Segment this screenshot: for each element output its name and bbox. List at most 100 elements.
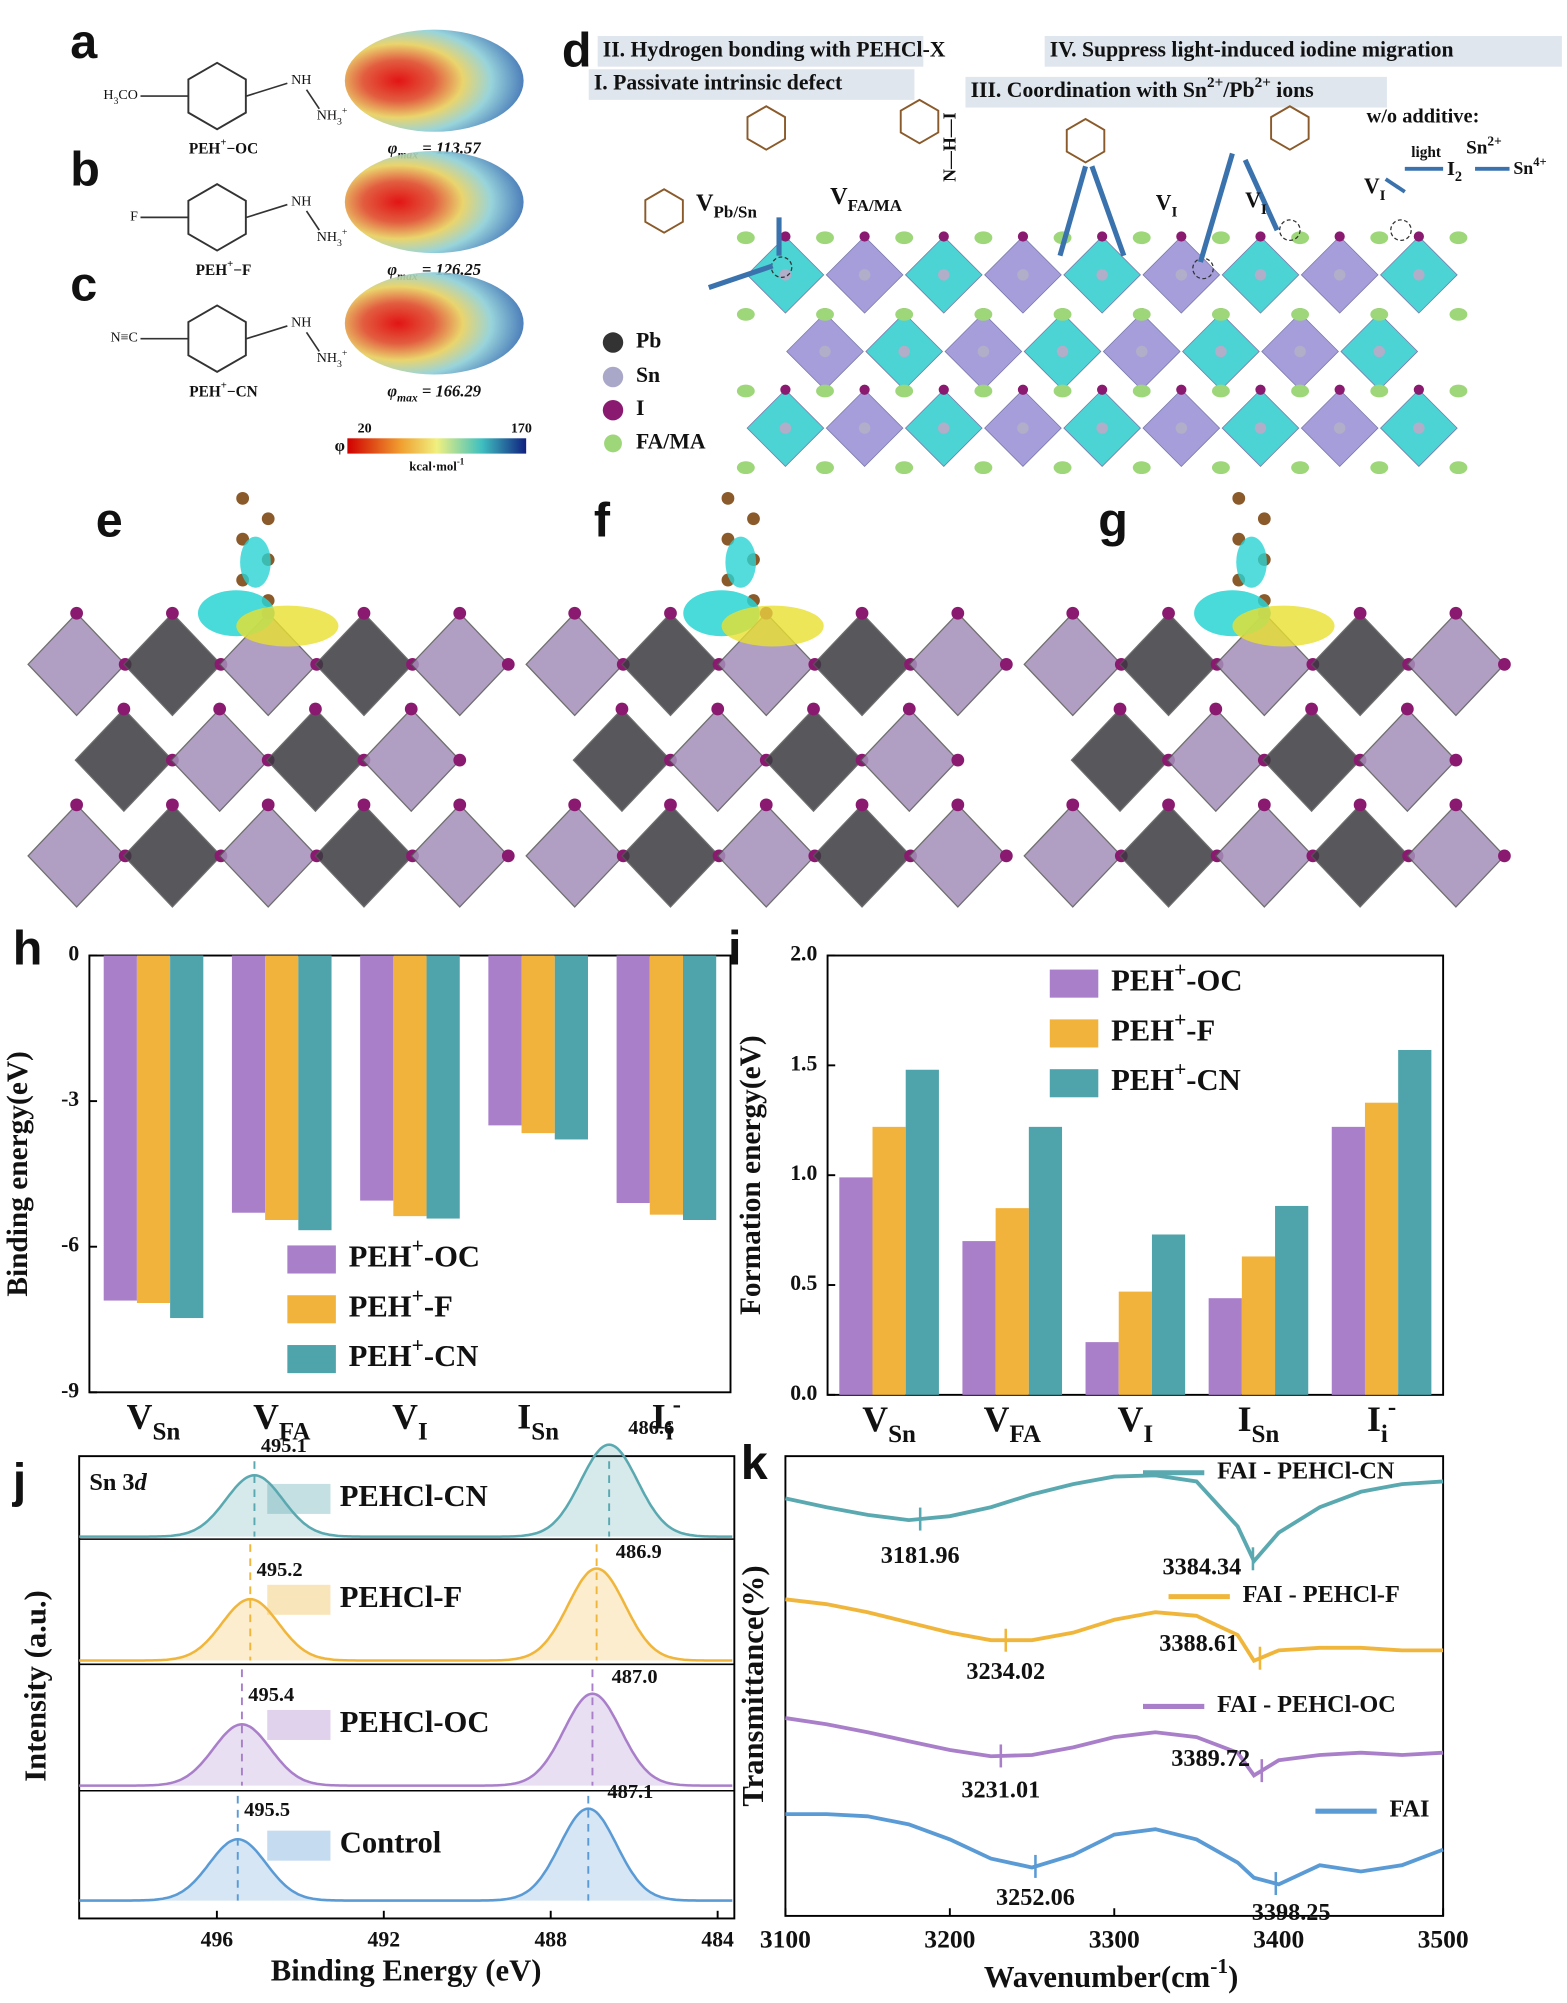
isosurface-cyan xyxy=(1236,536,1267,588)
fa-ma-site xyxy=(1449,384,1468,398)
octahedron xyxy=(1166,708,1266,813)
legend-label: FA/MA xyxy=(636,429,706,453)
fa-ma-site xyxy=(1132,308,1151,321)
legend-label: Control xyxy=(340,1826,442,1860)
iodine-atom xyxy=(1209,702,1223,716)
iodine-atom xyxy=(1353,798,1367,812)
legend-atom xyxy=(602,332,624,353)
text-part: -CN xyxy=(424,1339,478,1373)
fa-ma-site xyxy=(736,308,755,321)
iodine-atom xyxy=(759,798,773,812)
bond xyxy=(246,325,288,340)
text-part: - xyxy=(673,1392,681,1419)
octahedron xyxy=(1357,708,1457,813)
panel-letter: j xyxy=(12,1454,26,1508)
octahedron xyxy=(314,612,414,717)
bar xyxy=(488,955,522,1126)
octahedron xyxy=(1119,803,1218,908)
x-tick-label: 3400 xyxy=(1253,1924,1304,1953)
spectrum xyxy=(79,1443,733,1538)
text-part: 2+ xyxy=(1255,74,1271,91)
iodine-atom xyxy=(1017,384,1029,395)
fa-ma-site xyxy=(816,461,834,475)
x-tick-label: VI xyxy=(392,1397,428,1446)
text-part: II. Hydrogen bonding with PEHCl-X xyxy=(603,37,946,61)
legend-label: FAI xyxy=(1389,1796,1429,1823)
bar xyxy=(521,955,555,1134)
octahedron xyxy=(908,803,1008,908)
iodine-atom xyxy=(1176,384,1187,395)
metal-atom xyxy=(1333,422,1346,434)
octahedron xyxy=(122,803,222,908)
fa-ma-site xyxy=(816,231,834,245)
text-part: V xyxy=(1118,1399,1144,1439)
text-part: F xyxy=(130,209,138,225)
octahedron xyxy=(1070,708,1170,813)
group-label: N≡C xyxy=(111,330,138,346)
fa-ma-site xyxy=(736,231,755,245)
octahedron xyxy=(1119,612,1218,717)
metal-atom xyxy=(1254,269,1267,281)
additive-molecule xyxy=(746,105,786,151)
spectrum xyxy=(785,1473,1444,1565)
legend-swatch xyxy=(1049,969,1099,998)
peak-label: 3181.96 xyxy=(881,1542,960,1569)
text-part: Sn xyxy=(531,1419,559,1446)
text-part: H xyxy=(103,87,113,103)
x-axis-label: Wavenumber(cm-1) xyxy=(984,1954,1238,1994)
spectrum-fill xyxy=(79,1693,735,1786)
iodine-atom xyxy=(70,606,84,620)
octahedron xyxy=(74,708,174,813)
metal-atom xyxy=(977,345,990,358)
octahedron xyxy=(716,803,816,908)
iodine-atom xyxy=(1400,702,1414,716)
iodine-atom xyxy=(453,798,467,812)
peak-label: 3252.06 xyxy=(996,1884,1075,1911)
text-part: PEH xyxy=(189,140,221,157)
fa-ma-site xyxy=(1370,384,1389,398)
iodine-atom xyxy=(1066,798,1080,812)
legend-atom xyxy=(602,366,624,388)
y-tick-label: 0 xyxy=(68,942,79,966)
iodine-atom xyxy=(1017,231,1029,242)
peak-label: 3398.25 xyxy=(1252,1899,1331,1926)
bar xyxy=(962,1241,996,1395)
octahedron xyxy=(266,708,365,813)
iodine-atom xyxy=(1498,657,1511,671)
peak-label: 495.1 xyxy=(261,1435,307,1457)
x-tick-label: ISn xyxy=(517,1397,559,1446)
legend-label: PEH+-CN xyxy=(1111,1057,1241,1097)
text-part: 2 xyxy=(1455,169,1462,185)
metal-atom xyxy=(779,422,792,434)
iodine-atom xyxy=(261,798,275,812)
iodine-atom xyxy=(453,606,467,620)
spectrum-fill xyxy=(79,1568,735,1661)
benzene-ring xyxy=(187,304,247,373)
metal-atom xyxy=(938,422,950,434)
octahedron xyxy=(1310,612,1410,717)
metal-atom xyxy=(858,269,871,281)
text-part: V xyxy=(392,1397,418,1437)
molecule-name: PEH+−F xyxy=(196,258,252,278)
bond xyxy=(305,210,320,231)
text-part: kcal·mol xyxy=(409,460,457,474)
octahedron xyxy=(361,708,461,813)
vacancy-label: VI xyxy=(1364,174,1386,204)
x-tick-label: 496 xyxy=(201,1927,234,1951)
fa-ma-site xyxy=(1449,231,1468,245)
ligand-atom xyxy=(236,491,250,505)
octahedron xyxy=(812,612,912,717)
text-part: + xyxy=(342,105,348,116)
text-part: I xyxy=(517,1397,531,1437)
iodine-atom xyxy=(664,606,677,620)
legend-box xyxy=(267,1830,331,1861)
text-part: FA/MA xyxy=(848,197,903,216)
text-part: V xyxy=(984,1399,1010,1439)
text-part: PEH xyxy=(349,1339,412,1373)
x-tick-label: Ii- xyxy=(652,1392,681,1446)
benzene-ring xyxy=(187,61,247,131)
panel-letter: g xyxy=(1098,494,1128,548)
ligand-atom xyxy=(747,512,760,526)
bar xyxy=(136,955,171,1303)
iodine-atom xyxy=(780,384,791,395)
